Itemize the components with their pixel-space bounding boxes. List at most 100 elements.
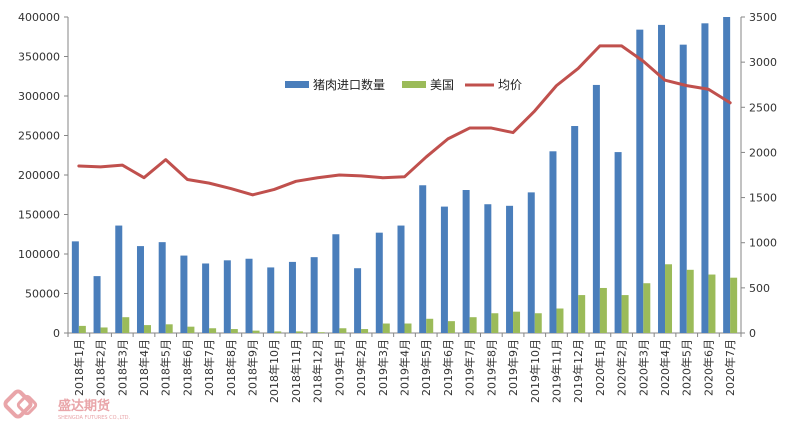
bar-usa <box>252 330 260 333</box>
x-tick-label: 2019年7月 <box>463 339 477 396</box>
x-tick-label: 2019年8月 <box>484 339 498 396</box>
x-tick-label: 2019年1月 <box>332 339 346 396</box>
y2-tick-label: 2500 <box>749 101 777 114</box>
y2-tick-label: 1500 <box>749 192 777 205</box>
bar-import-volume <box>571 126 579 334</box>
bar-usa <box>339 328 347 333</box>
y-tick-label: 0 <box>53 327 60 340</box>
bar-usa <box>469 317 477 333</box>
bar-usa <box>513 311 521 333</box>
x-tick-label: 2018年11月 <box>289 339 303 403</box>
x-tick-label: 2018年8月 <box>224 339 238 396</box>
bar-usa <box>491 313 499 333</box>
bar-import-volume <box>310 257 318 333</box>
bar-usa <box>534 313 542 333</box>
bar-import-volume <box>397 225 405 333</box>
watermark-text: 盛达期货 <box>58 398 110 414</box>
x-tick-label: 2018年7月 <box>202 339 216 396</box>
bar-usa <box>187 326 195 333</box>
x-tick-label: 2018年6月 <box>180 339 194 396</box>
x-tick-label: 2020年6月 <box>701 339 715 396</box>
bar-import-volume <box>592 84 600 333</box>
x-tick-label: 2018年3月 <box>115 339 129 396</box>
bar-import-volume <box>506 205 514 333</box>
bar-usa <box>317 332 325 333</box>
bar-usa <box>621 295 629 333</box>
bar-import-volume <box>180 255 188 333</box>
x-tick-label: 2020年7月 <box>723 339 737 396</box>
x-tick-label: 2019年10月 <box>528 339 542 403</box>
bars <box>71 17 738 334</box>
y-tick-label: 200000 <box>18 169 60 182</box>
bar-usa <box>382 323 390 333</box>
bar-usa <box>447 321 455 333</box>
y-tick-label: 300000 <box>18 90 60 103</box>
bar-import-volume <box>440 206 448 333</box>
legend-swatch-import-volume <box>285 81 309 88</box>
legend-label-avg-price: 均价 <box>498 78 522 92</box>
bar-usa <box>209 328 217 333</box>
y-tick-label: 50000 <box>25 288 60 301</box>
bar-import-volume <box>419 185 427 333</box>
bar-import-volume <box>375 232 383 333</box>
x-tick-label: 2018年12月 <box>311 339 325 403</box>
bar-import-volume <box>484 204 492 333</box>
bar-import-volume <box>115 225 123 333</box>
bar-import-volume <box>527 192 535 333</box>
bar-import-volume <box>71 241 79 333</box>
logo-mark-icon <box>3 389 38 419</box>
bar-usa <box>578 295 586 333</box>
bar-usa <box>556 308 564 333</box>
line-avg-price <box>77 44 732 197</box>
bar-import-volume <box>658 24 666 334</box>
bar-usa <box>686 269 694 333</box>
bar-usa <box>100 327 108 333</box>
bar-import-volume <box>354 268 362 333</box>
bar-usa <box>665 264 673 333</box>
bar-usa <box>730 277 738 333</box>
x-tick-label: 2019年3月 <box>376 339 390 396</box>
bar-import-volume <box>202 263 210 333</box>
y-tick-label: 150000 <box>18 209 60 222</box>
y-tick-label: 250000 <box>18 130 60 143</box>
bar-import-volume <box>267 267 275 333</box>
y-tick-label: 400000 <box>18 11 60 24</box>
x-tick-label: 2019年4月 <box>398 339 412 396</box>
bar-import-volume <box>614 152 622 333</box>
x-tick-label: 2019年9月 <box>506 339 520 396</box>
bar-usa <box>708 274 716 333</box>
bar-import-volume <box>549 151 557 333</box>
bar-import-volume <box>223 260 231 333</box>
bar-usa <box>274 331 282 333</box>
bar-usa <box>143 325 151 333</box>
y2-tick-label: 3500 <box>749 11 777 24</box>
x-tick-label: 2019年6月 <box>441 339 455 396</box>
bar-import-volume <box>462 190 470 333</box>
bar-usa <box>295 331 303 333</box>
y-tick-label: 100000 <box>18 248 60 261</box>
bar-usa <box>122 317 130 333</box>
bar-import-volume <box>636 29 644 333</box>
bar-usa <box>404 323 412 333</box>
x-tick-label: 2018年10月 <box>267 339 281 403</box>
bar-usa <box>361 329 369 333</box>
x-tick-label: 2018年1月 <box>72 339 86 396</box>
bar-usa <box>165 324 173 333</box>
x-tick-label: 2019年2月 <box>354 339 368 396</box>
bar-import-volume <box>701 23 709 333</box>
legend-swatch-usa <box>402 81 426 88</box>
x-tick-label: 2019年12月 <box>571 339 585 403</box>
bar-usa <box>599 287 607 333</box>
x-tick-label: 2018年5月 <box>159 339 173 396</box>
legend: 猪肉进口数量 美国 均价 <box>285 77 522 92</box>
y2-tick-label: 2000 <box>749 146 777 159</box>
x-tick-label: 2019年11月 <box>549 339 563 403</box>
bar-import-volume <box>158 242 166 333</box>
x-tick-label: 2018年2月 <box>94 339 108 396</box>
watermark-logo: 盛达期货 SHENGDA FUTURES CO.,LTD. <box>3 389 131 421</box>
bar-import-volume <box>136 246 144 333</box>
y2-tick-label: 3000 <box>749 56 777 69</box>
watermark-subtext: SHENGDA FUTURES CO.,LTD. <box>58 415 131 421</box>
legend-label-usa: 美国 <box>430 78 454 92</box>
